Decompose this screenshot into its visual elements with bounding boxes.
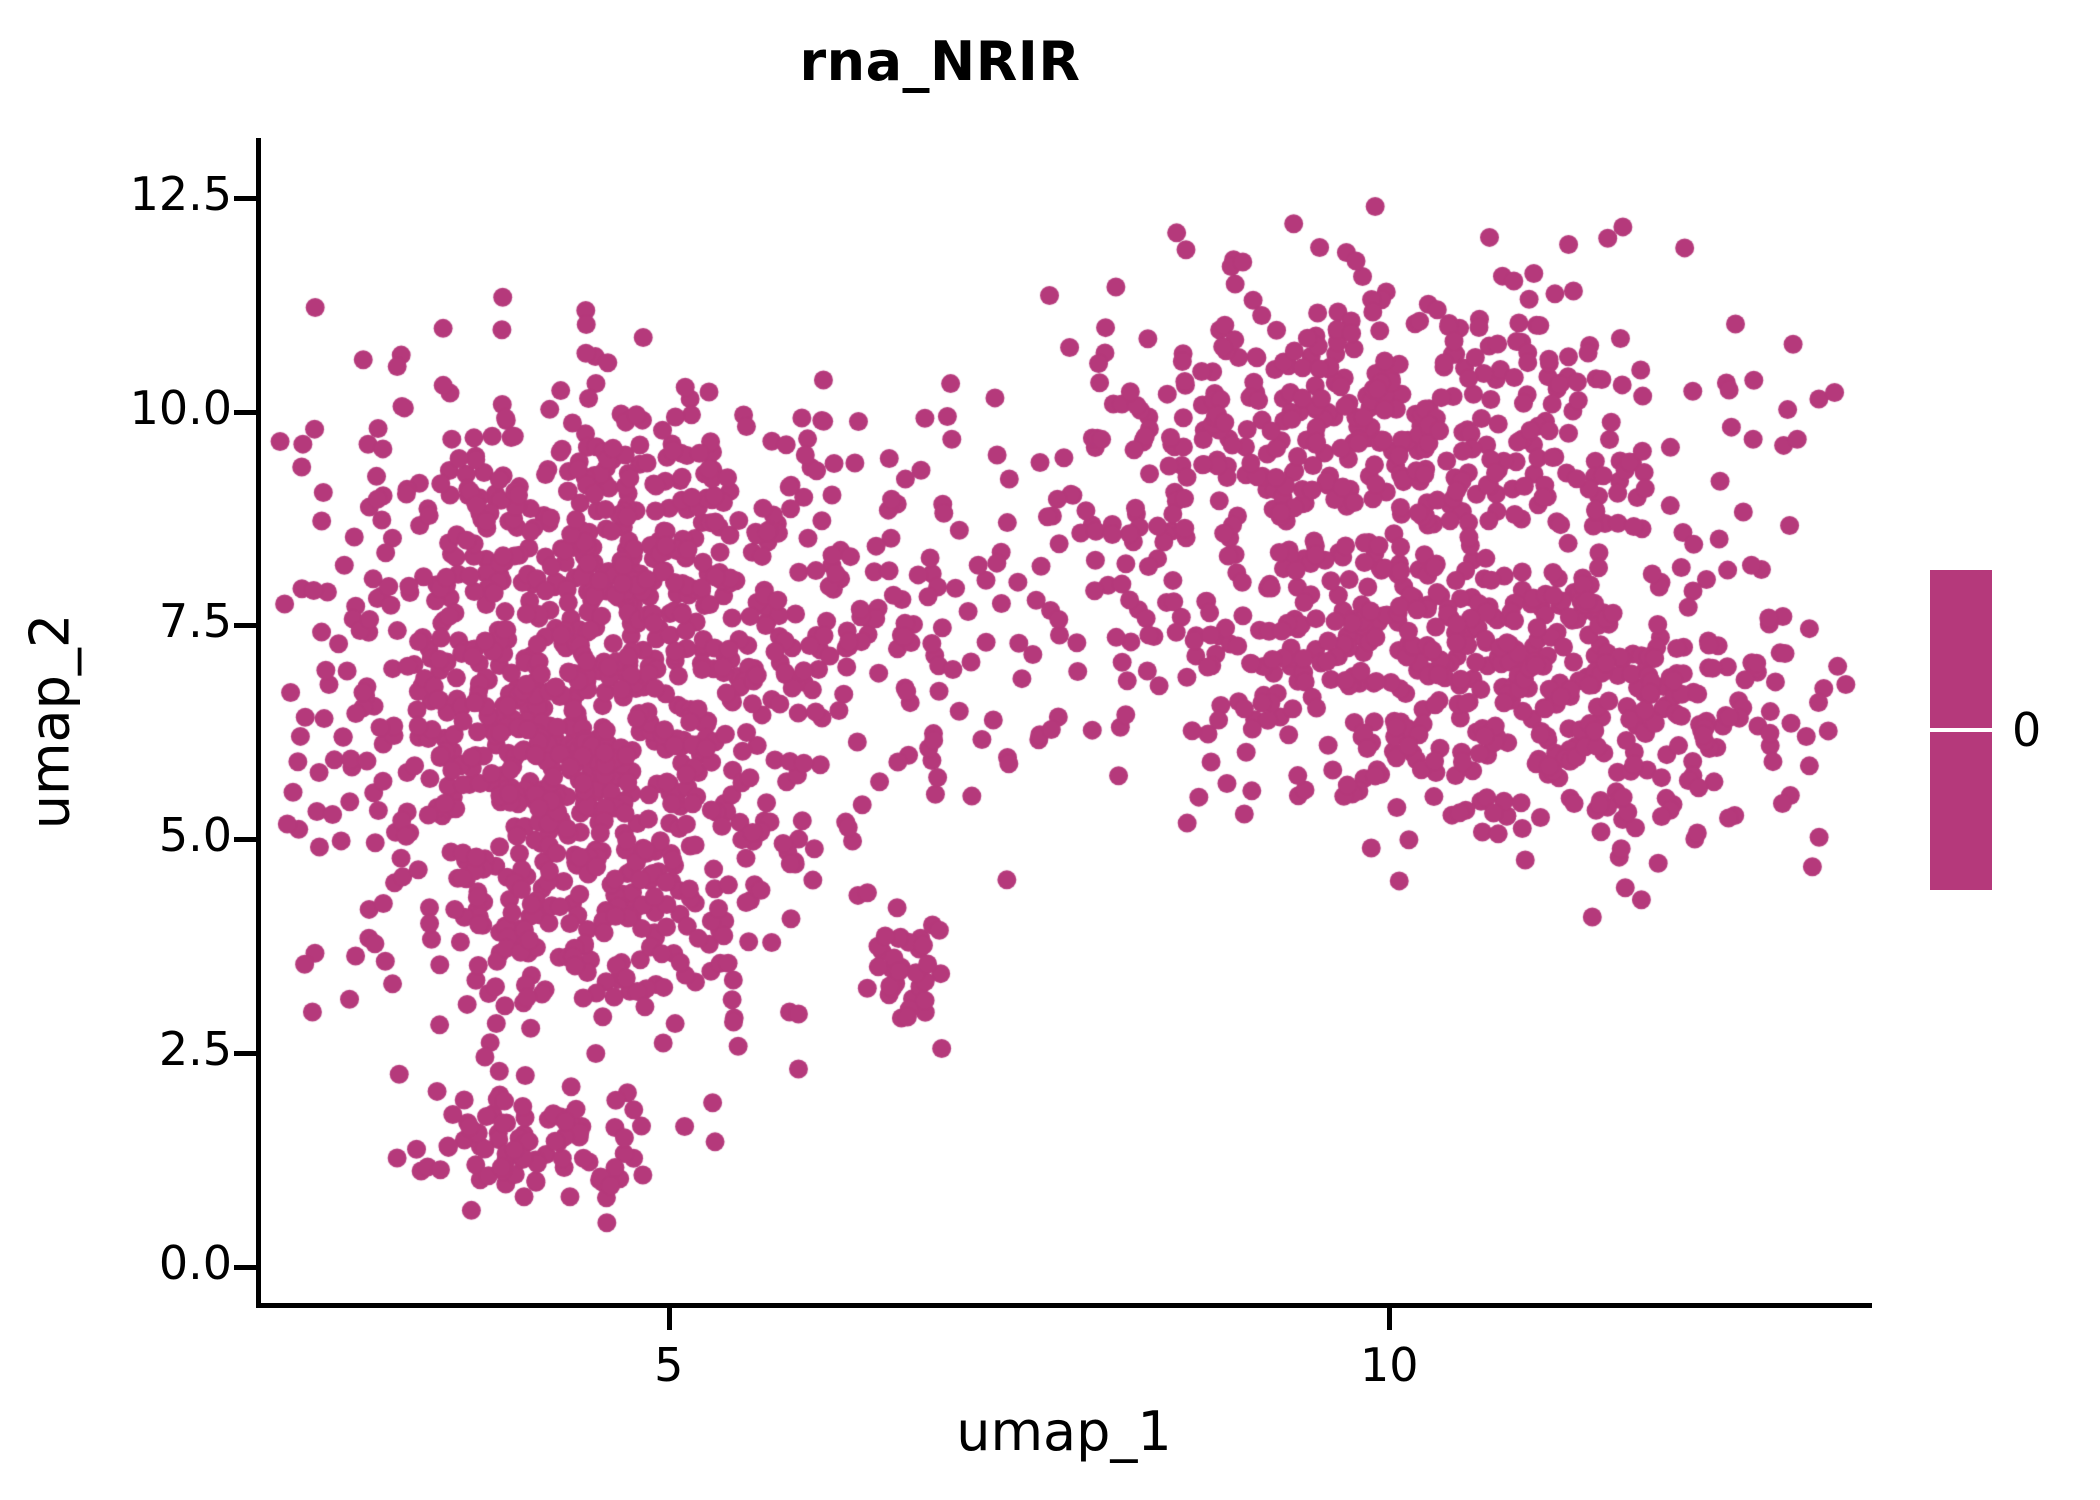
y-tick-label: 12.5: [129, 166, 232, 221]
y-tick-label: 2.5: [158, 1021, 232, 1076]
colorbar-tick-gap: [1952, 725, 1972, 735]
x-tick-mark: [666, 1308, 672, 1330]
x-tick-label: 10: [1359, 1338, 1419, 1392]
page-title: rna_NRIR: [799, 30, 1081, 93]
colorbar-gradient: [1930, 570, 1992, 890]
y-tick-mark: [234, 1050, 256, 1056]
colorbar-label-0: 0: [2012, 703, 2042, 757]
colorbar-legend: 0: [1930, 570, 2080, 890]
y-tick-mark: [234, 409, 256, 415]
scatter-plot-area: [258, 138, 1872, 1305]
x-tick-mark: [1387, 1308, 1393, 1330]
x-tick-label: 5: [654, 1338, 684, 1392]
y-axis-line: [256, 138, 261, 1308]
y-tick-label: 5.0: [158, 808, 232, 863]
x-axis-line: [256, 1303, 1872, 1308]
y-tick-label: 7.5: [158, 594, 232, 649]
y-axis-title: umap_2: [18, 613, 82, 830]
x-axis-title: umap_1: [956, 1400, 1172, 1463]
y-tick-mark: [234, 623, 256, 629]
y-tick-label: 0.0: [158, 1235, 232, 1290]
y-tick-mark: [234, 1264, 256, 1270]
colorbar-tick-mark: [1930, 728, 1992, 732]
y-tick-label: 10.0: [129, 380, 232, 435]
y-tick-mark: [234, 195, 256, 201]
scatter-points-canvas: [258, 138, 1872, 1305]
y-tick-mark: [234, 837, 256, 843]
